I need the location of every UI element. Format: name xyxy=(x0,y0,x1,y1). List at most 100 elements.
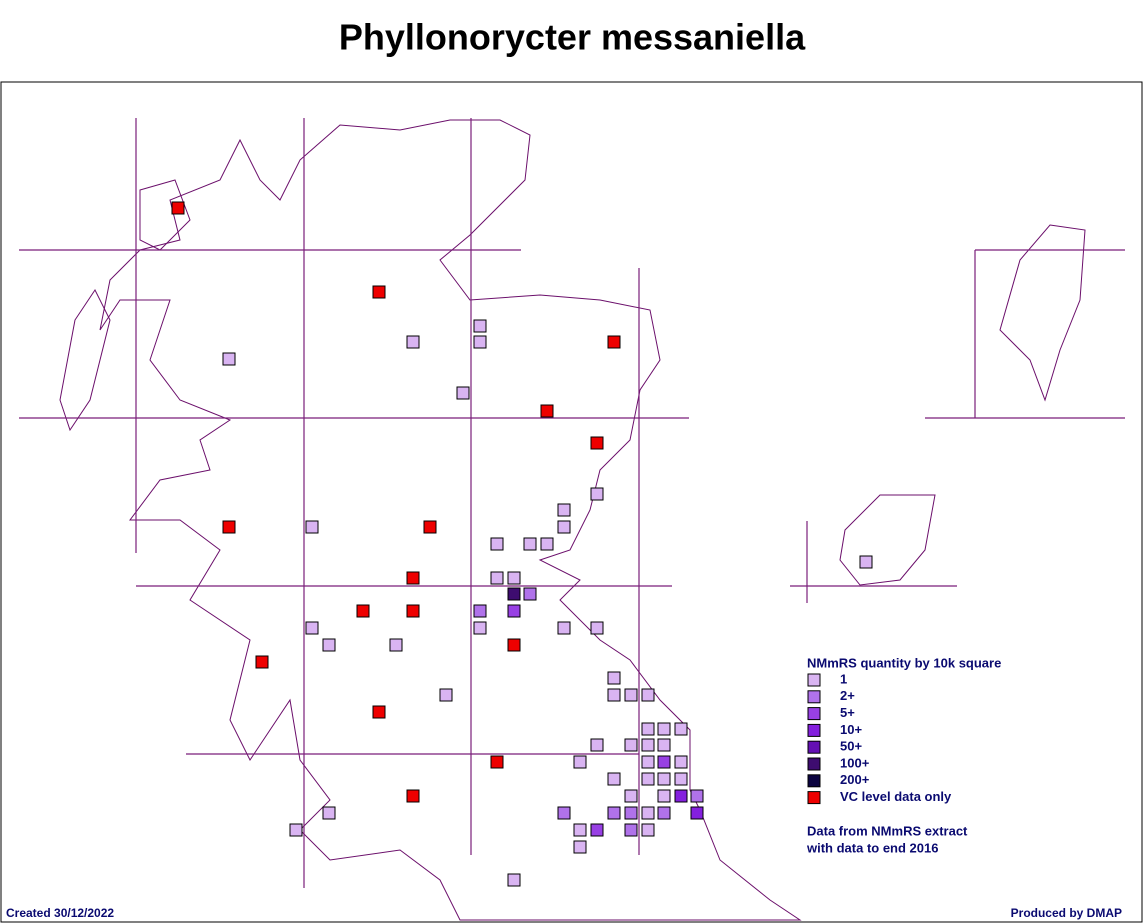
legend-label: 10+ xyxy=(840,722,862,737)
record-square xyxy=(557,621,571,635)
record-square xyxy=(540,404,554,418)
record-square xyxy=(657,789,671,803)
record-square xyxy=(607,671,621,685)
note: Data from NMmRS extract xyxy=(807,823,968,838)
record-square xyxy=(356,604,370,618)
record-square xyxy=(473,621,487,635)
record-square xyxy=(372,285,386,299)
record-square xyxy=(641,823,655,837)
record-square xyxy=(507,604,521,618)
record-square xyxy=(624,688,638,702)
record-square xyxy=(674,789,688,803)
record-square xyxy=(590,436,604,450)
record-square xyxy=(674,772,688,786)
legend-label: 200+ xyxy=(840,772,870,787)
legend-title: NMmRS quantity by 10k square xyxy=(807,655,1001,670)
record-square xyxy=(540,537,554,551)
record-square xyxy=(507,587,521,601)
record-square xyxy=(255,655,269,669)
record-square xyxy=(423,520,437,534)
legend-label: 50+ xyxy=(840,739,862,754)
map-frame xyxy=(0,81,1143,923)
record-square xyxy=(624,823,638,837)
record-square xyxy=(624,738,638,752)
record-square xyxy=(573,755,587,769)
legend-swatch xyxy=(807,690,821,704)
record-square xyxy=(607,806,621,820)
legend-swatch xyxy=(807,707,821,721)
record-square xyxy=(641,722,655,736)
record-square xyxy=(289,823,303,837)
legend-swatch xyxy=(807,757,821,771)
record-square xyxy=(406,789,420,803)
record-square xyxy=(372,705,386,719)
note: with data to end 2016 xyxy=(806,840,938,855)
record-square xyxy=(557,806,571,820)
record-square xyxy=(641,738,655,752)
record-square xyxy=(523,587,537,601)
coastline xyxy=(59,119,1086,921)
record-square xyxy=(439,688,453,702)
record-square xyxy=(641,772,655,786)
legend-label: 1 xyxy=(840,671,847,686)
record-square xyxy=(657,806,671,820)
record-square xyxy=(322,806,336,820)
record-square xyxy=(641,755,655,769)
legend-swatch xyxy=(807,740,821,754)
records xyxy=(171,201,873,887)
record-square xyxy=(859,555,873,569)
record-square xyxy=(473,335,487,349)
record-square xyxy=(406,604,420,618)
legend-label: 5+ xyxy=(840,705,855,720)
record-square xyxy=(473,604,487,618)
record-square xyxy=(607,335,621,349)
record-square xyxy=(507,638,521,652)
record-square xyxy=(590,621,604,635)
producer: Produced by DMAP xyxy=(1011,906,1122,920)
record-square xyxy=(490,537,504,551)
legend-label: VC level data only xyxy=(840,789,952,804)
grid-lines xyxy=(19,118,1125,888)
map-title: Phyllonorycter messaniella xyxy=(339,17,806,58)
record-square xyxy=(322,638,336,652)
record-square xyxy=(171,201,185,215)
record-square xyxy=(490,571,504,585)
record-square xyxy=(406,335,420,349)
legend-swatch xyxy=(807,791,821,805)
record-square xyxy=(557,503,571,517)
record-square xyxy=(406,571,420,585)
record-square xyxy=(657,738,671,752)
legend-label: 100+ xyxy=(840,755,870,770)
record-square xyxy=(624,806,638,820)
legend-label: 2+ xyxy=(840,688,855,703)
legend-swatch xyxy=(807,723,821,737)
record-square xyxy=(490,755,504,769)
record-square xyxy=(590,487,604,501)
record-square xyxy=(305,520,319,534)
record-square xyxy=(305,621,319,635)
legend-swatch xyxy=(807,774,821,788)
record-square xyxy=(222,352,236,366)
record-square xyxy=(523,537,537,551)
record-square xyxy=(573,823,587,837)
record-square xyxy=(507,571,521,585)
record-square xyxy=(222,520,236,534)
record-square xyxy=(690,789,704,803)
record-square xyxy=(607,688,621,702)
record-square xyxy=(590,823,604,837)
record-square xyxy=(607,772,621,786)
record-square xyxy=(557,520,571,534)
record-square xyxy=(657,772,671,786)
created-date: Created 30/12/2022 xyxy=(6,906,114,920)
legend-swatch xyxy=(807,673,821,687)
record-square xyxy=(389,638,403,652)
record-square xyxy=(641,688,655,702)
record-square xyxy=(507,873,521,887)
record-square xyxy=(456,386,470,400)
legend: 1 2+ 5+ 10+ 50+100+ 200+ VC level data only xyxy=(807,671,952,805)
record-square xyxy=(657,722,671,736)
record-square xyxy=(690,806,704,820)
record-square xyxy=(674,755,688,769)
record-square xyxy=(641,806,655,820)
